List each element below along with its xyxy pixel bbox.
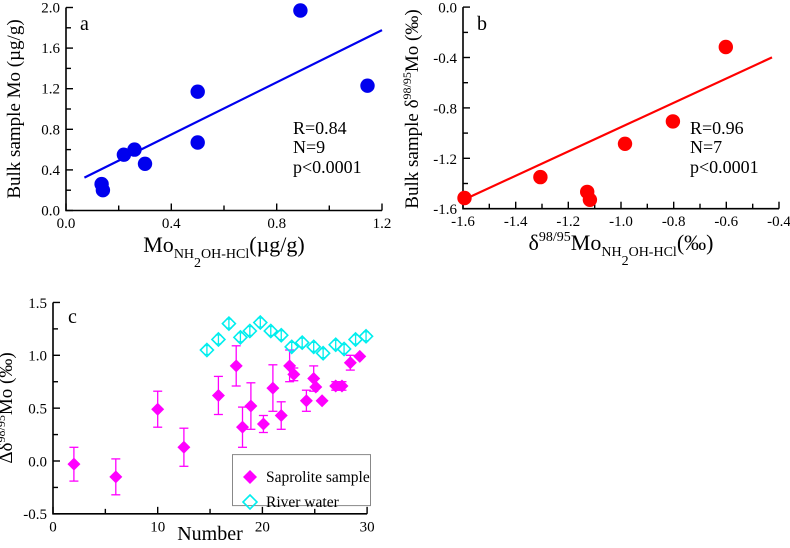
svg-text:-0.4: -0.4 <box>433 51 457 67</box>
svg-text:R=0.96: R=0.96 <box>690 118 744 138</box>
svg-text:N=9: N=9 <box>293 137 325 157</box>
svg-text:-1.2: -1.2 <box>433 152 457 168</box>
svg-text:0.4: 0.4 <box>41 163 60 179</box>
svg-text:-0.5: -0.5 <box>23 507 47 523</box>
svg-text:0.8: 0.8 <box>41 122 60 138</box>
svg-text:0.5: 0.5 <box>28 402 47 418</box>
svg-text:10: 10 <box>150 520 165 536</box>
svg-text:p<0.0001: p<0.0001 <box>293 157 362 177</box>
svg-text:-0.6: -0.6 <box>714 214 738 230</box>
svg-text:0.0: 0.0 <box>41 204 60 220</box>
svg-text:b: b <box>477 13 487 35</box>
svg-text:a: a <box>80 13 89 35</box>
svg-text:1.6: 1.6 <box>41 41 60 57</box>
svg-text:0: 0 <box>49 520 57 536</box>
svg-text:1.2: 1.2 <box>41 82 60 98</box>
svg-text:0.0: 0.0 <box>28 454 47 470</box>
svg-text:River water: River water <box>266 494 340 511</box>
svg-text:Bulk sample δ98/95Mo (‰): Bulk sample δ98/95Mo (‰) <box>400 9 423 208</box>
svg-text:30: 30 <box>360 520 375 536</box>
svg-text:-0.8: -0.8 <box>433 101 457 117</box>
svg-text:Saprolite sample: Saprolite sample <box>266 469 370 486</box>
svg-text:2.0: 2.0 <box>41 1 60 17</box>
svg-text:-1.2: -1.2 <box>556 214 580 230</box>
svg-text:R=0.84: R=0.84 <box>293 118 347 138</box>
svg-text:-1.4: -1.4 <box>504 214 528 230</box>
svg-text:Bulk sample Mo (µg/g): Bulk sample Mo (µg/g) <box>4 19 25 198</box>
svg-text:1.2: 1.2 <box>373 216 392 232</box>
svg-text:Δδ98/95Mo (‰): Δδ98/95Mo (‰) <box>0 352 17 463</box>
svg-text:0.4: 0.4 <box>162 216 181 232</box>
svg-text:1.0: 1.0 <box>28 349 47 365</box>
svg-text:N=7: N=7 <box>690 137 722 157</box>
svg-text:0.0: 0.0 <box>438 1 457 17</box>
svg-text:p<0.0001: p<0.0001 <box>690 157 759 177</box>
svg-text:-1.6: -1.6 <box>433 202 457 218</box>
svg-text:20: 20 <box>255 520 270 536</box>
svg-text:-1.0: -1.0 <box>609 214 633 230</box>
svg-text:-0.4: -0.4 <box>767 214 790 230</box>
svg-text:c: c <box>68 306 77 328</box>
svg-text:-0.8: -0.8 <box>662 214 686 230</box>
svg-text:1.5: 1.5 <box>28 296 47 312</box>
svg-text:0.8: 0.8 <box>267 216 286 232</box>
svg-text:Number: Number <box>177 523 243 543</box>
